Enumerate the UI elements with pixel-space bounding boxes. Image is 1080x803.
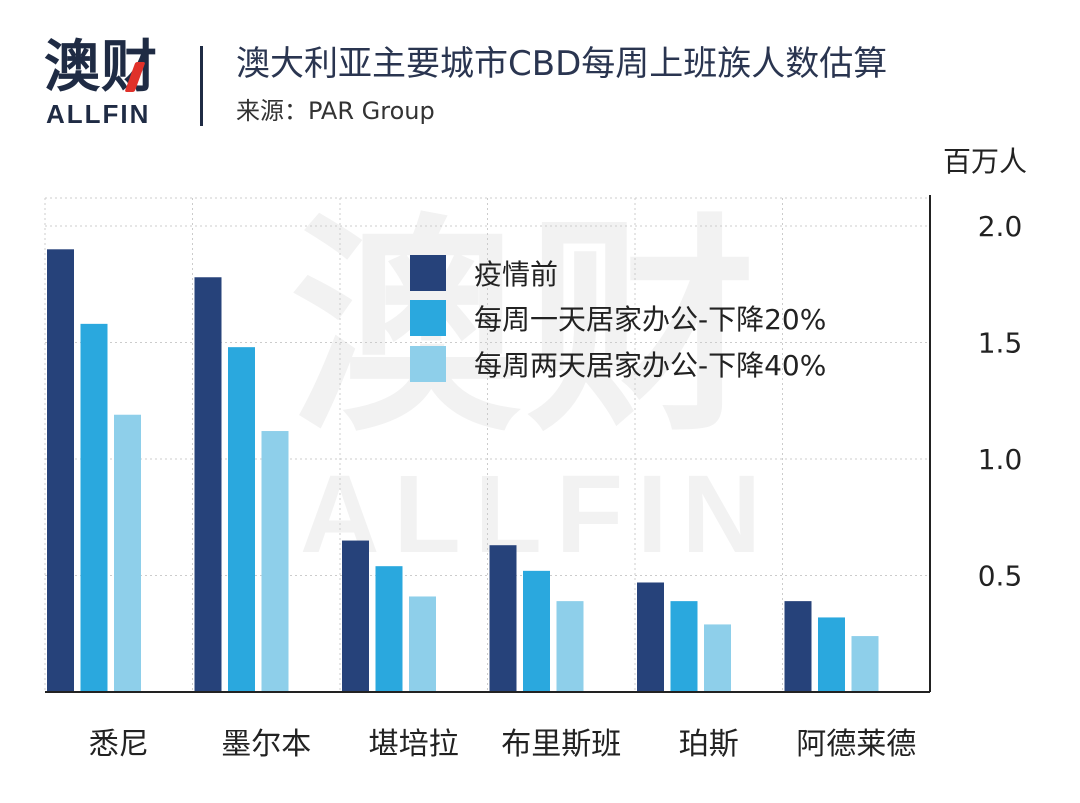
bar-3-6 <box>851 636 879 692</box>
bar-1-4 <box>489 545 517 692</box>
watermark-logo-en: ALLFIN <box>300 453 776 576</box>
bar-1-6 <box>784 601 812 692</box>
y-axis-unit-label: 百万人 <box>943 145 1027 178</box>
bar-2-4 <box>523 570 550 692</box>
bar-1-1 <box>47 249 74 693</box>
y-tick-label: 2.0 <box>978 210 1023 243</box>
chart-title: 澳大利亚主要城市CBD每周上班族人数估算 <box>236 44 888 84</box>
chart-header: 澳财 ALLFIN 澳大利亚主要城市CBD每周上班族人数估算 来源：PAR Gr… <box>0 0 1080 140</box>
x-tick-label: 堪培拉 <box>369 727 459 762</box>
legend-label-2: 每周一天居家办公-下降20% <box>474 303 826 336</box>
legend-label-3: 每周两天居家办公-下降40% <box>474 349 826 382</box>
x-tick-label: 珀斯 <box>679 727 739 762</box>
x-tick-label: 布里斯班 <box>501 727 621 762</box>
bar-2-6 <box>818 617 845 692</box>
logo-text-en: ALLFIN <box>46 99 151 129</box>
x-tick-label: 阿德莱德 <box>796 727 916 762</box>
x-tick-label: 悉尼 <box>89 727 149 762</box>
y-tick-label: 1.5 <box>978 327 1023 360</box>
bar-3-3 <box>409 596 436 692</box>
header-divider <box>200 46 203 126</box>
bar-1-3 <box>342 540 369 692</box>
bar-1-2 <box>194 277 222 692</box>
legend-swatch-2 <box>410 300 446 336</box>
bar-3-5 <box>704 624 731 692</box>
bar-3-4 <box>556 601 584 692</box>
x-tick-label: 墨尔本 <box>221 727 311 762</box>
bar-3-1 <box>114 414 141 692</box>
bar-2-5 <box>670 601 698 692</box>
legend-label-1: 疫情前 <box>474 258 558 291</box>
legend-swatch-1 <box>410 255 446 291</box>
bar-2-1 <box>80 323 108 692</box>
bar-2-3 <box>375 566 403 692</box>
y-tick-label: 1.0 <box>978 443 1023 476</box>
bar-1-5 <box>637 582 664 692</box>
bar-2-2 <box>228 347 255 692</box>
legend-swatch-3 <box>410 346 446 382</box>
y-tick-label: 0.5 <box>978 560 1023 593</box>
watermark-logo-cn: 澳财 <box>290 196 763 463</box>
chart-source: 来源：PAR Group <box>236 97 435 125</box>
bar-3-2 <box>261 431 289 692</box>
